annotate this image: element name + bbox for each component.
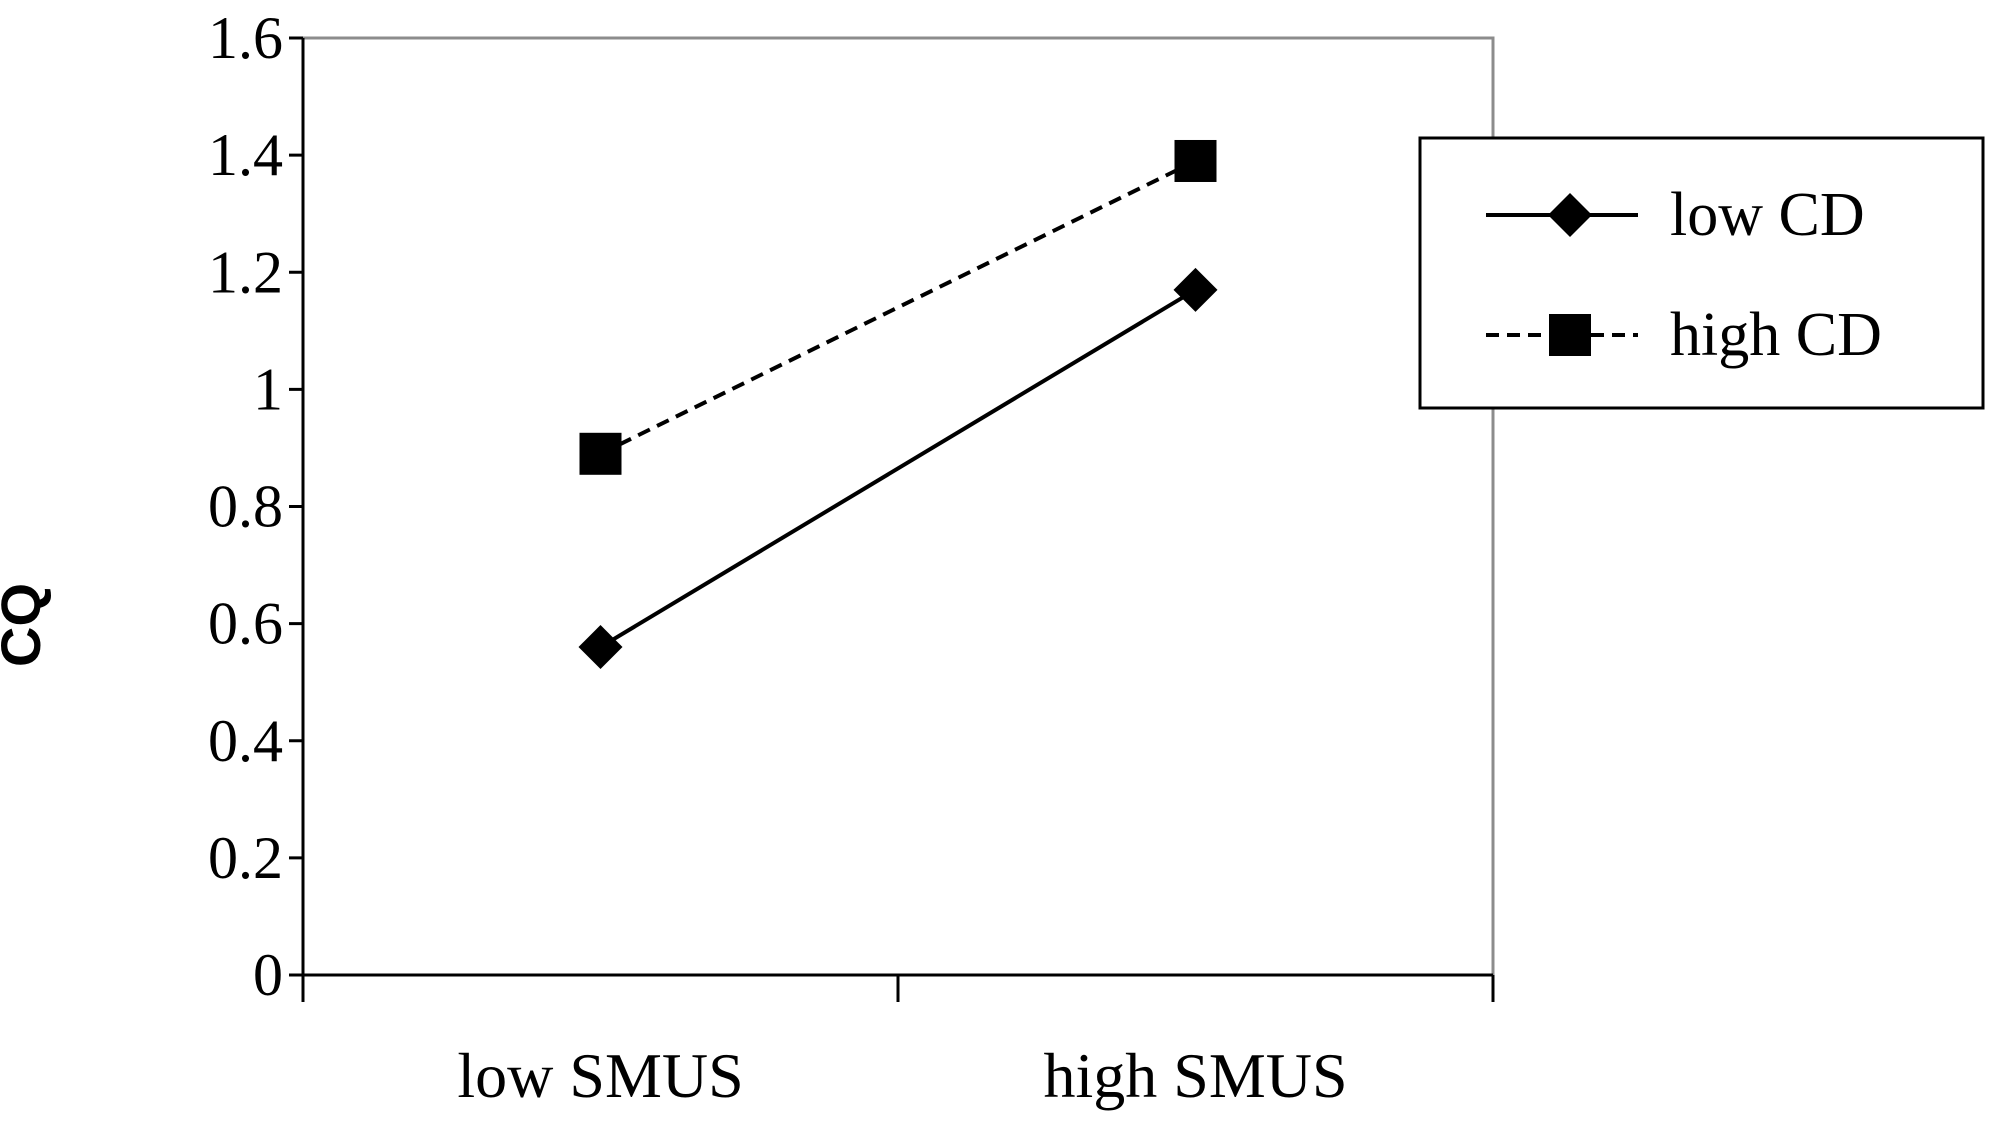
y-tick-label: 0.2	[208, 825, 283, 891]
data-point	[578, 625, 623, 670]
y-tick-label: 1.2	[208, 239, 283, 305]
x-tick-label: high SMUS	[1043, 1040, 1347, 1111]
y-tick-label: 0	[253, 942, 283, 1008]
y-axis-label: CQ	[0, 583, 52, 667]
y-tick-label: 0.4	[208, 708, 283, 774]
x-axis: low SMUS high SMUS	[301, 973, 1495, 1111]
series-line-2	[599, 159, 1197, 456]
y-tick-label: 1	[253, 356, 283, 422]
series-line-1	[599, 288, 1197, 649]
legend-box	[1418, 136, 1985, 410]
y-tick-label: 1.6	[208, 5, 283, 71]
data-point	[1173, 267, 1218, 312]
x-tick-label: low SMUS	[457, 1040, 743, 1111]
y-tick-label: 1.4	[208, 122, 283, 188]
legend-label: high CD	[1670, 301, 1882, 369]
data-point	[1174, 139, 1217, 182]
data-point	[579, 432, 622, 475]
y-tick-label: 0.8	[208, 474, 283, 540]
y-tick-label: 0.6	[208, 591, 283, 657]
legend-label: low CD	[1670, 181, 1865, 249]
y-axis: 0 0.2 0.4 0.6 0.8 1 1.2 1.4 1.6	[208, 5, 305, 1008]
legend-marker	[1548, 193, 1592, 237]
series-layer	[578, 139, 1218, 670]
legend: low CD high CD	[1418, 136, 1985, 410]
plot-area	[301, 36, 1495, 977]
legend-marker	[1549, 314, 1591, 356]
